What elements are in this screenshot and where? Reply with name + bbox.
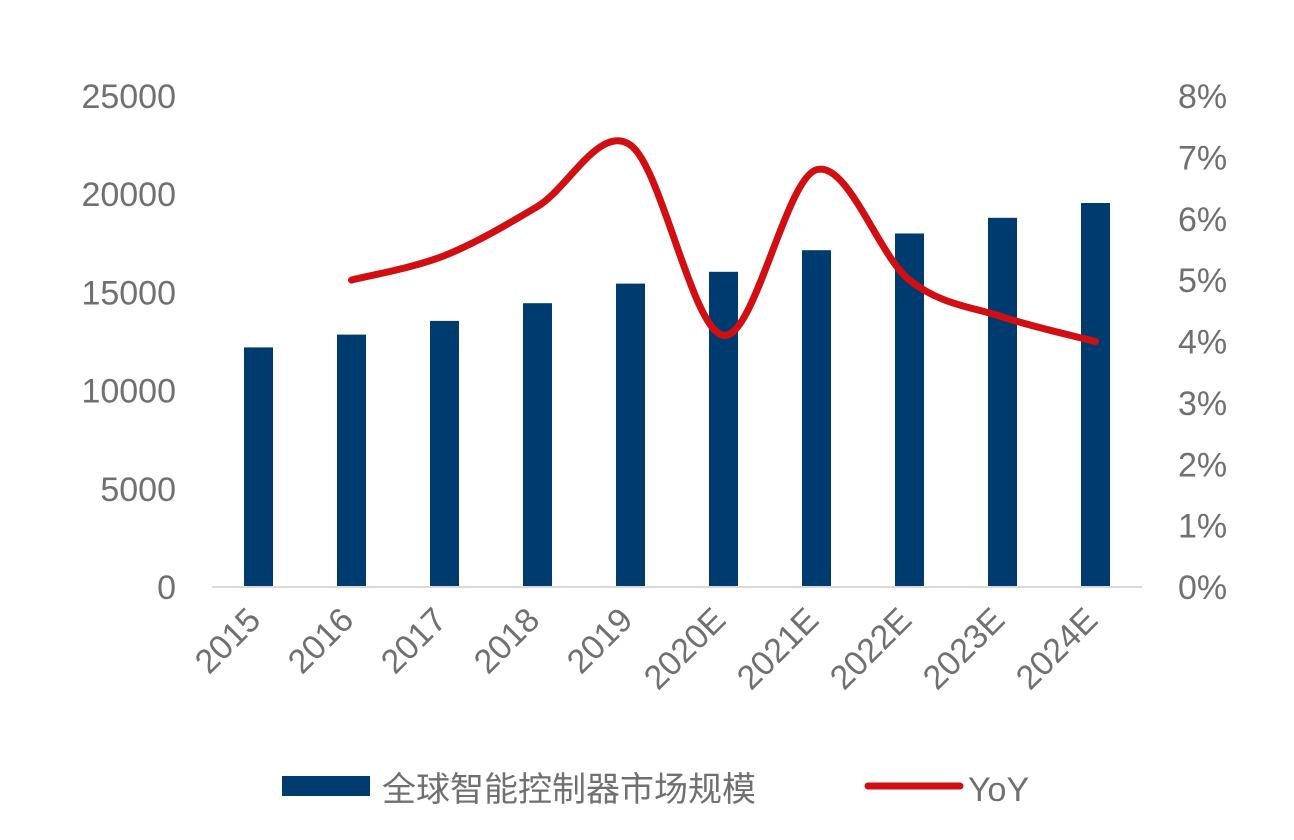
y-right-tick-label: 4% [1178,324,1227,362]
legend-label-bar: 全球智能控制器市场规模 [382,771,756,809]
x-tick-label: 2016 [281,601,361,681]
y-right-tick-label: 0% [1178,569,1227,607]
x-tick-label: 2024E [1009,601,1105,697]
x-tick-label: 2017 [374,601,454,681]
y-right-tick-label: 2% [1178,446,1227,484]
bar-2022E [895,233,924,587]
x-tick-label: 2022E [823,601,919,697]
x-tick-label: 2019 [560,601,640,681]
bar-2024E [1081,203,1110,587]
y-left-tick-label: 10000 [81,373,176,411]
x-tick-label: 2023E [916,601,1012,697]
x-tick-label: 2018 [467,601,547,681]
bar-2020E [709,271,738,587]
bar-2017 [430,320,459,587]
bar-2021E [802,250,831,587]
y-left-tick-label: 20000 [81,176,176,214]
bar-2019 [616,283,645,587]
y-right-tick-label: 6% [1178,201,1227,239]
legend-label-line: YoY [968,771,1029,809]
y-left-tick-label: 0 [157,569,176,607]
y-left-tick-label: 5000 [100,471,176,509]
legend-swatch-bar [282,776,370,796]
y-left-tick-label: 15000 [81,274,176,312]
bar-2023E [988,217,1017,588]
y-right-tick-label: 3% [1178,385,1227,423]
yoy-line [348,137,1099,345]
y-right-tick-label: 8% [1178,78,1227,116]
bar-2015 [244,347,273,587]
y-right-tick-label: 1% [1178,508,1227,546]
x-tick-label: 2020E [637,601,733,697]
y-right-tick-label: 5% [1178,262,1227,300]
bar-2016 [337,334,366,587]
y-left-tick-label: 25000 [81,78,176,116]
x-tick-label: 2015 [188,601,268,681]
x-tick-label: 2021E [730,601,826,697]
y-right-tick-label: 7% [1178,139,1227,177]
bar-2018 [523,303,552,587]
